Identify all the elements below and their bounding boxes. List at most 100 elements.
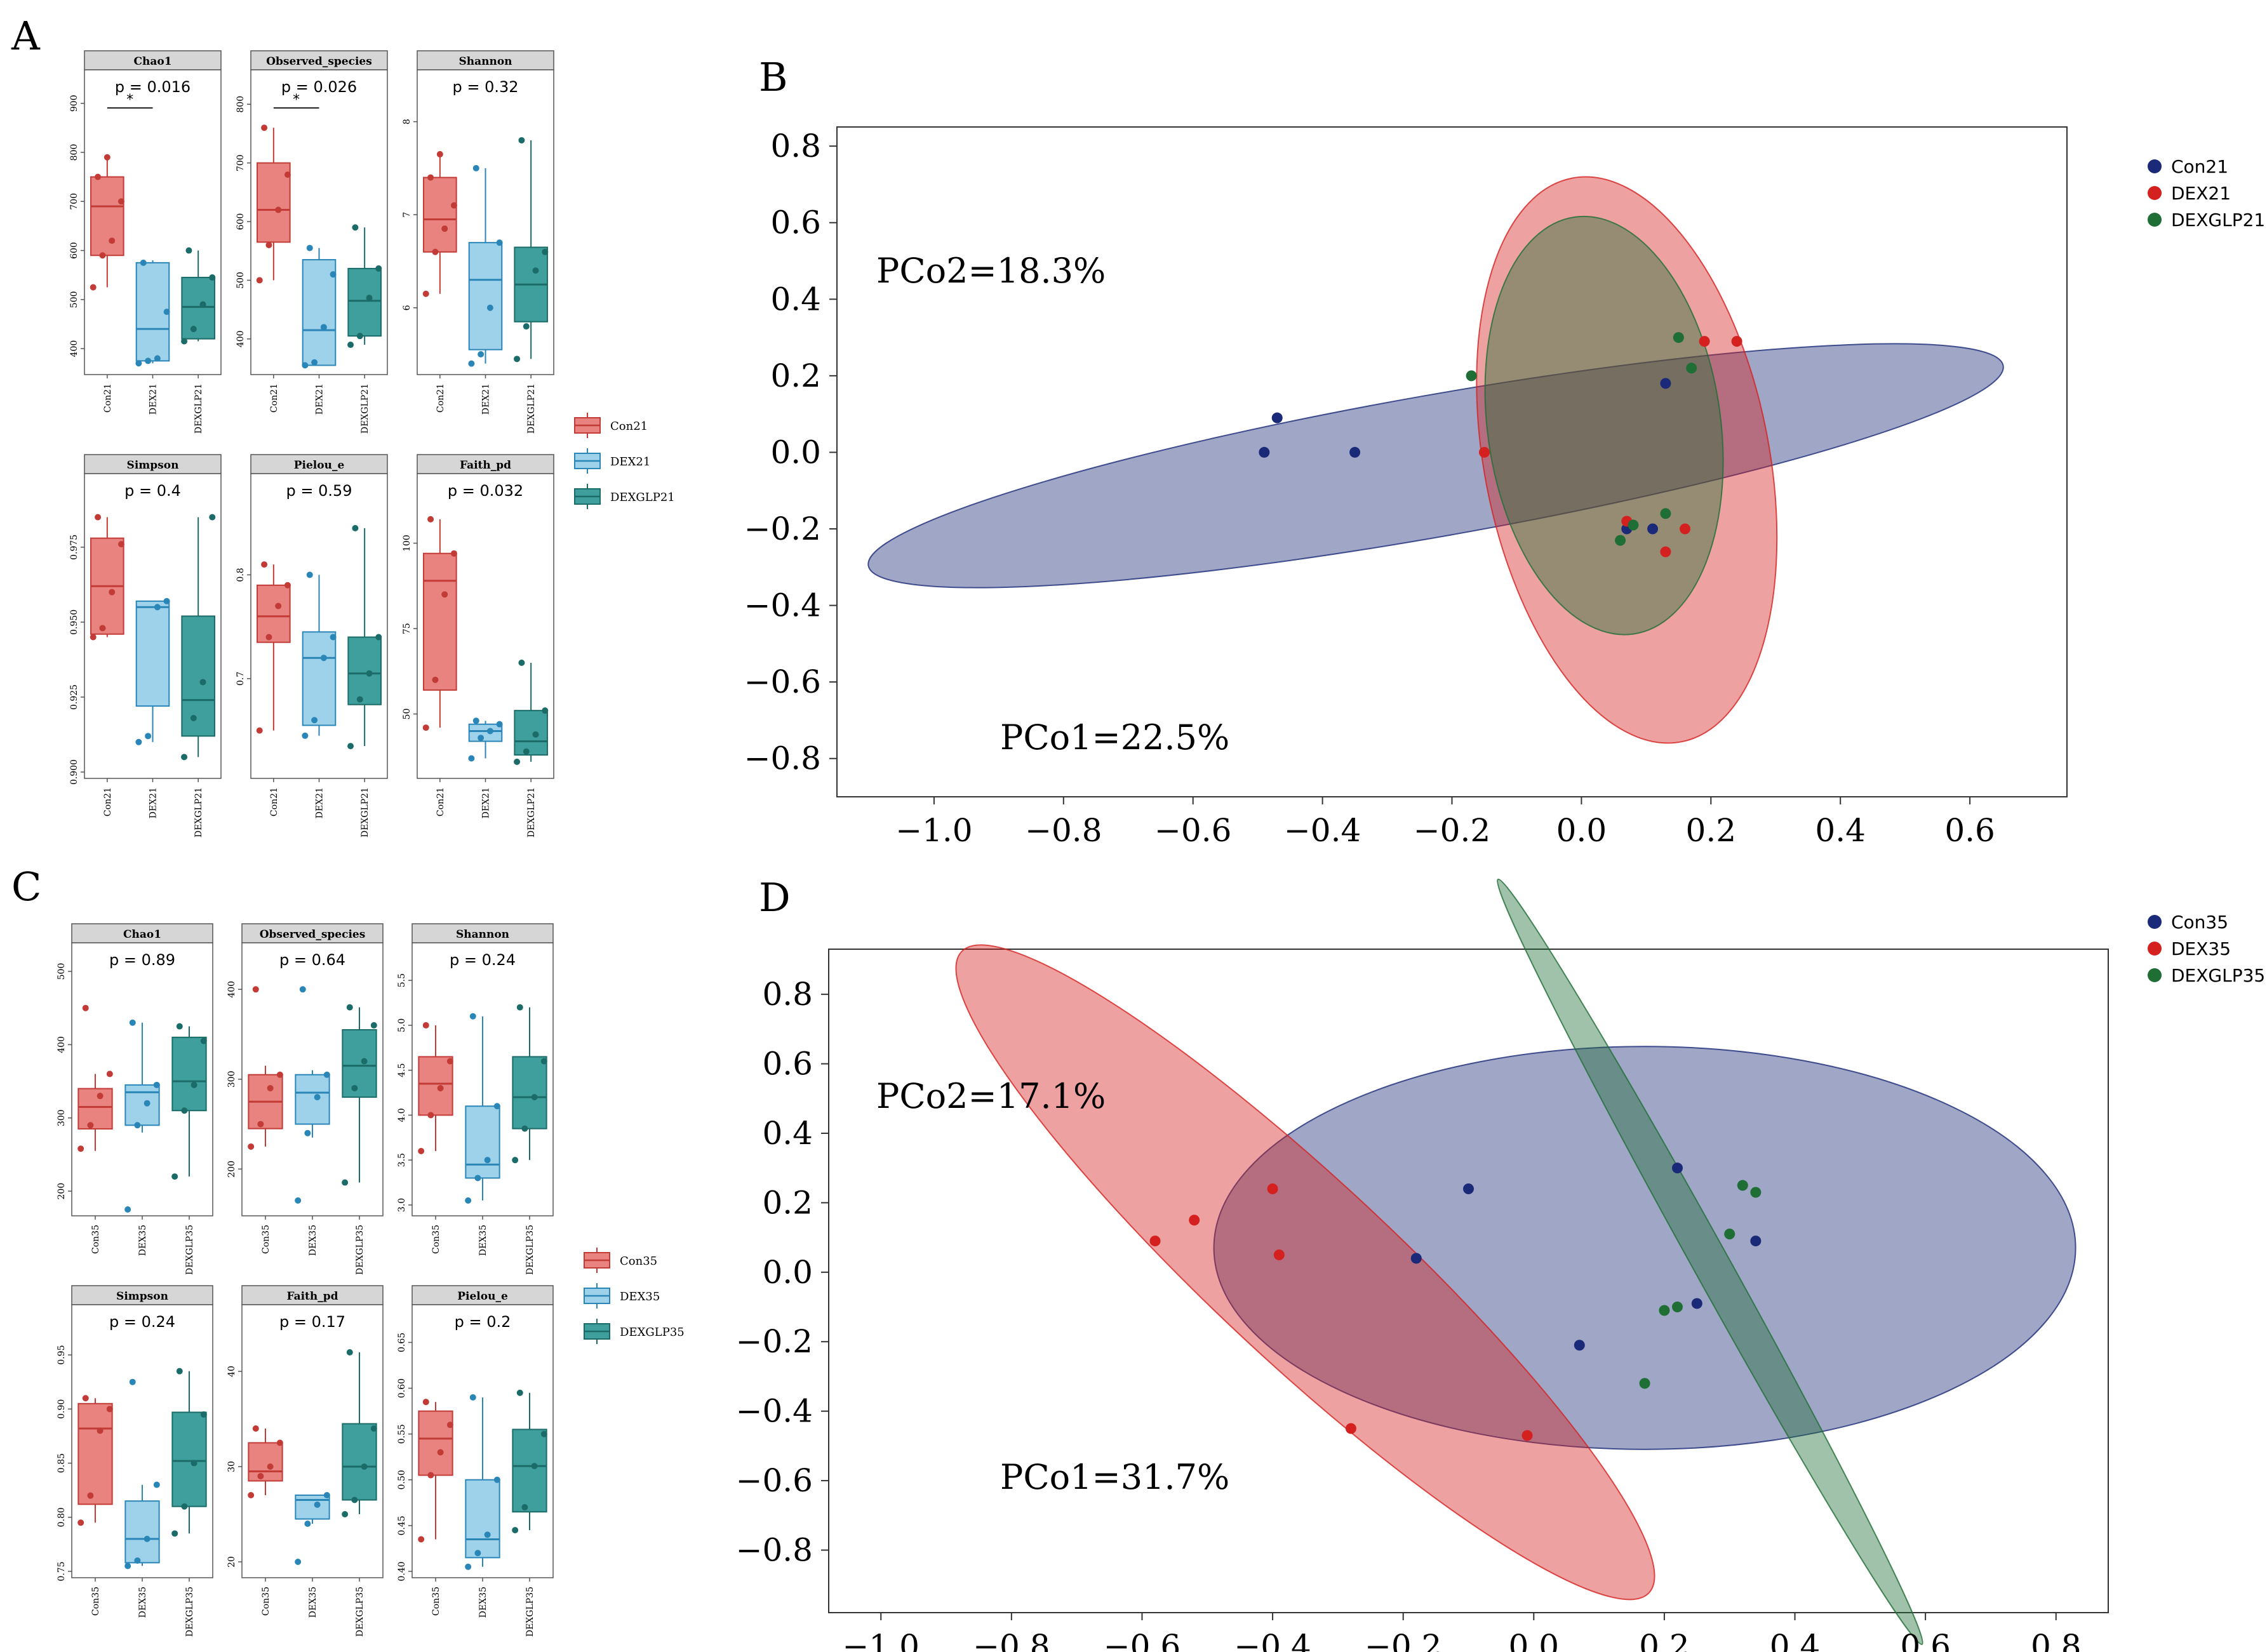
box-iqr xyxy=(124,1084,160,1126)
point-dex21 xyxy=(1478,446,1490,458)
data-point xyxy=(427,1472,434,1479)
data-point xyxy=(135,738,142,745)
data-point xyxy=(427,174,434,181)
facet-p-value: p = 0.59 xyxy=(286,482,352,500)
facet-shannon: Shannon p = 0.32 6 7 8 Con21 DEX21 DEXGLP21 xyxy=(402,50,554,434)
point-dexglp21 xyxy=(1686,363,1697,374)
box-dex21 xyxy=(302,571,337,739)
box-dex21 xyxy=(135,597,170,745)
data-point xyxy=(493,1103,500,1110)
y-tick-label: 600 xyxy=(69,242,79,259)
data-point xyxy=(478,735,485,742)
box-con21 xyxy=(256,561,291,734)
box-iqr xyxy=(295,1495,330,1520)
box-iqr xyxy=(257,584,291,643)
panel-label-c: C xyxy=(11,863,41,910)
data-point xyxy=(366,295,373,302)
y-tick-label: 8 xyxy=(402,119,412,124)
box-dex35 xyxy=(465,1013,500,1204)
legend-label: DEX35 xyxy=(620,1290,660,1303)
legend-label-dexglp35: DEXGLP35 xyxy=(2171,965,2265,986)
box-con35 xyxy=(77,1395,113,1526)
x-tick-label: DEX35 xyxy=(478,1225,488,1256)
data-point xyxy=(106,1070,113,1077)
box-con35 xyxy=(248,1425,283,1498)
x-tick-label: DEX21 xyxy=(315,787,325,818)
facet-strip xyxy=(71,1285,213,1305)
point-dex21 xyxy=(1699,336,1710,347)
data-point xyxy=(129,1019,136,1026)
x-tick-label: −0.6 xyxy=(1154,812,1231,849)
x-tick-label: −0.8 xyxy=(1025,812,1102,849)
point-dexglp35 xyxy=(1724,1229,1735,1240)
y-tick-label: 3.5 xyxy=(397,1153,407,1167)
data-point xyxy=(422,1022,429,1029)
box-con35 xyxy=(248,986,283,1150)
y-tick-label: 75 xyxy=(402,623,412,634)
significance-star: * xyxy=(293,92,300,108)
data-point xyxy=(90,284,97,291)
box-iqr xyxy=(342,1423,377,1501)
point-dex21 xyxy=(1731,336,1742,347)
x-tick-label: −1.0 xyxy=(843,1628,920,1652)
panel-c-boxplots: Chao1 p = 0.89 200 300 400 500 Con35 DEX35 DEXGL… xyxy=(57,923,685,1637)
data-point xyxy=(496,721,503,728)
facet-title: Faith_pd xyxy=(460,459,511,472)
data-point xyxy=(523,748,530,755)
data-point xyxy=(145,357,152,364)
data-point xyxy=(257,1121,264,1128)
data-point xyxy=(124,1562,131,1569)
data-point xyxy=(261,124,268,131)
box-iqr xyxy=(135,600,170,707)
data-point xyxy=(87,1492,94,1499)
y-tick-label: 0.90 xyxy=(57,1399,67,1419)
data-point xyxy=(267,1084,274,1091)
x-tick-label: DEX21 xyxy=(149,787,159,818)
y-tick-label: 4.0 xyxy=(397,1108,407,1122)
y-tick-label: 4.5 xyxy=(397,1063,407,1077)
data-point xyxy=(129,1378,136,1385)
x-tick-label: 0.0 xyxy=(1509,1628,1560,1652)
data-point xyxy=(323,1071,330,1078)
y-tick-label: −0.8 xyxy=(744,740,821,777)
y-tick-label: 6 xyxy=(402,305,412,310)
point-con35 xyxy=(1691,1298,1702,1309)
data-point xyxy=(342,1179,349,1186)
data-point xyxy=(77,1519,84,1526)
box-iqr xyxy=(181,615,215,737)
x-tick-label: DEXGLP21 xyxy=(360,383,370,434)
data-point xyxy=(518,137,525,143)
data-point xyxy=(295,1559,302,1565)
data-point xyxy=(418,1536,425,1543)
ellipse-dex35 xyxy=(955,944,1655,1601)
data-point xyxy=(99,252,106,259)
legend-item-dex21: DEX21 xyxy=(574,448,650,474)
data-point xyxy=(191,1081,197,1088)
data-point xyxy=(531,1094,538,1101)
box-dex35 xyxy=(124,1019,160,1213)
data-point xyxy=(181,1503,188,1510)
box-iqr xyxy=(418,1410,453,1476)
data-point xyxy=(87,1122,94,1129)
facet-title: Observed_species xyxy=(266,55,372,68)
data-point xyxy=(351,1084,358,1091)
box-con35 xyxy=(418,1022,453,1155)
data-point xyxy=(523,323,530,330)
legend-marker-con35 xyxy=(2148,915,2162,929)
data-point xyxy=(468,755,475,762)
data-point xyxy=(542,707,549,714)
data-point xyxy=(190,715,197,721)
data-point xyxy=(299,986,306,993)
facet-chao1: Chao1 p = 0.016 400 500 600 700 800 900 Con21 DEX… xyxy=(69,50,222,434)
y-tick-label: 0.8 xyxy=(770,128,821,164)
data-point xyxy=(330,634,337,641)
data-point xyxy=(518,659,525,666)
facet-chao1: Chao1 p = 0.89 200 300 400 500 Con35 DEX35 DEXGL… xyxy=(57,923,213,1275)
box-dex35 xyxy=(295,986,330,1204)
data-point xyxy=(465,1563,472,1570)
ellipse-dexglp21 xyxy=(1484,215,1724,636)
y-tick-label: 0.0 xyxy=(770,434,821,470)
data-point xyxy=(486,728,493,735)
facet-title: Chao1 xyxy=(133,55,171,68)
box-dexglp35 xyxy=(512,1004,547,1164)
